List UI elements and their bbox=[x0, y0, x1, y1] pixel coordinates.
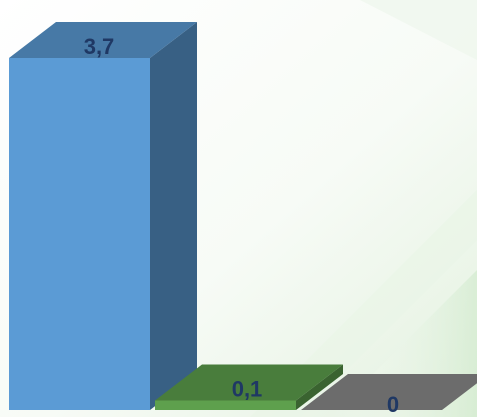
bar-2 bbox=[155, 364, 343, 410]
bar-1-top bbox=[9, 22, 197, 58]
bar-2-front bbox=[155, 400, 296, 410]
bar-3-top bbox=[301, 374, 477, 410]
bar-1-side bbox=[150, 22, 197, 410]
data-label-3: 0 bbox=[387, 392, 399, 417]
bar-2-side bbox=[296, 364, 343, 410]
bar-1 bbox=[9, 22, 197, 410]
data-labels-layer: 3,7 0,1 0 bbox=[84, 34, 399, 417]
data-label-2: 0,1 bbox=[232, 376, 263, 401]
data-label-1: 3,7 bbox=[84, 34, 115, 59]
bar-2-top bbox=[155, 364, 343, 401]
bar-3 bbox=[301, 374, 477, 410]
bars-layer bbox=[9, 22, 477, 410]
bar-1-front bbox=[9, 58, 150, 410]
